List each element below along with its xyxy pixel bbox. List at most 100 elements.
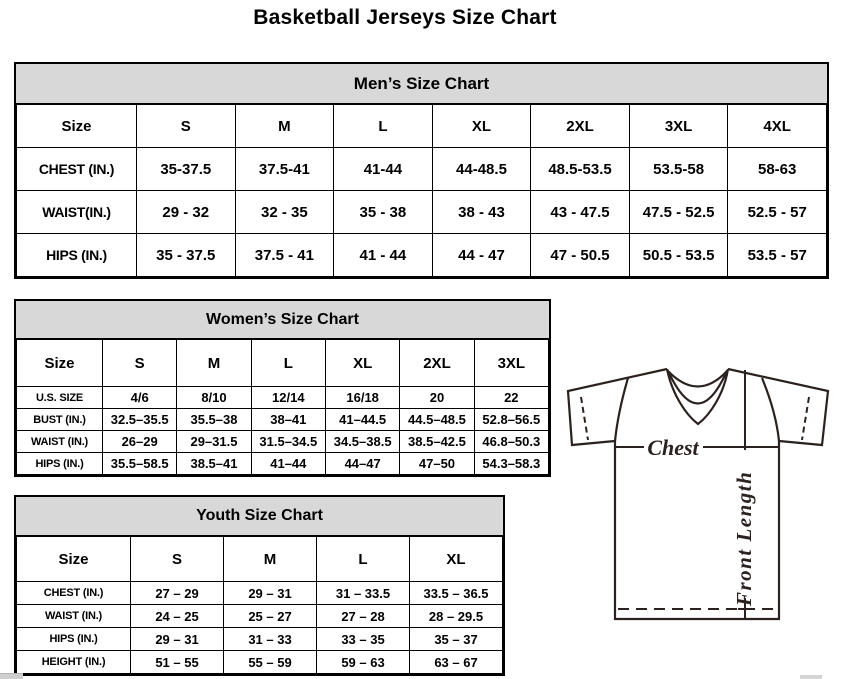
size-cell: 33.5 – 36.5 (409, 581, 503, 605)
size-cell: 51 – 55 (130, 650, 224, 674)
size-cell: 47.5 - 52.5 (628, 190, 729, 234)
size-cell: 27 – 29 (130, 581, 224, 605)
size-cell: 35 – 37 (409, 627, 503, 651)
size-cell: 44–47 (324, 452, 401, 475)
size-cell: 52.8–56.5 (473, 408, 550, 431)
size-cell: 27 – 28 (316, 604, 410, 628)
column-header: 3XL (628, 104, 729, 148)
size-cell: 31 – 33.5 (316, 581, 410, 605)
column-header: XL (409, 536, 503, 582)
size-cell: 35 - 38 (333, 190, 433, 234)
column-header: 2XL (399, 339, 475, 387)
size-cell: 35 - 37.5 (136, 233, 236, 277)
men-size-table: Size S M L XL 2XL 3XL 4XL CHEST (IN.) 35-37.5 37.5… (16, 104, 827, 277)
jersey-measurement-diagram: Chest Front Length (560, 360, 838, 628)
header-row: Size S M L XL (16, 536, 503, 582)
row-label: HIPS (IN.) (16, 627, 131, 651)
size-cell: 52.5 - 57 (727, 190, 827, 234)
mens-table-container: Size S M L XL 2XL 3XL 4XL CHEST (IN.) 35-37.5 37.5… (16, 104, 827, 277)
youth-table-container: Size S M L XL CHEST (IN.) 27 – 29 29 – 31 31 – 3… (16, 536, 503, 674)
column-header: 2XL (530, 104, 630, 148)
size-cell: 8/10 (176, 386, 252, 409)
youth-chart-title: Youth Size Chart (16, 497, 503, 536)
mens-chart-title: Men’s Size Chart (16, 64, 827, 104)
column-header: M (234, 104, 335, 148)
womens-size-chart: Women’s Size Chart Size S M L XL 2XL 3XL U.S. S… (14, 299, 551, 477)
size-cell: 32.5–35.5 (101, 408, 178, 431)
size-cell: 63 – 67 (409, 650, 503, 674)
column-header: XL (324, 339, 401, 387)
size-cell: 29 – 31 (223, 581, 317, 605)
table-row: WAIST(IN.) 29 - 32 32 - 35 35 - 38 38 - 43 43… (16, 190, 827, 234)
youth-size-chart: Youth Size Chart Size S M L XL CHEST (IN.) 27 … (14, 495, 505, 676)
size-cell: 32 - 35 (234, 190, 335, 234)
table-row: U.S. SIZE 4/6 8/10 12/14 16/18 20 22 (16, 386, 550, 409)
size-cell: 22 (473, 386, 550, 409)
row-label: HEIGHT (IN.) (16, 650, 131, 674)
page-bottom-artifact-right (800, 675, 822, 679)
column-header: Size (16, 339, 103, 387)
size-cell: 24 – 25 (130, 604, 224, 628)
size-cell: 53.5-58 (628, 147, 729, 191)
column-header: Size (16, 104, 137, 148)
table-row: HIPS (IN.) 35 - 37.5 37.5 - 41 41 - 44 44 - … (16, 233, 827, 277)
front-length-label: Front Length (732, 471, 756, 607)
column-header: Size (16, 536, 131, 582)
row-label: WAIST (IN.) (16, 604, 131, 628)
size-cell: 35.5–58.5 (101, 452, 178, 475)
column-header: 3XL (473, 339, 550, 387)
row-label: WAIST (IN.) (16, 430, 103, 453)
size-cell: 26–29 (101, 430, 178, 453)
column-header: S (130, 536, 224, 582)
column-header: 4XL (727, 104, 827, 148)
measurement-lines (615, 370, 779, 619)
size-cell: 48.5-53.5 (530, 147, 630, 191)
table-row: BUST (IN.) 32.5–35.5 35.5–38 38–41 41–44.5 44… (16, 408, 550, 431)
table-row: CHEST (IN.) 27 – 29 29 – 31 31 – 33.5 33.5 –… (16, 581, 503, 605)
size-cell: 34.5–38.5 (324, 430, 401, 453)
page-title: Basketball Jerseys Size Chart (253, 6, 557, 29)
size-cell: 38.5–42.5 (399, 430, 475, 453)
column-header: S (136, 104, 236, 148)
size-cell: 58-63 (727, 147, 827, 191)
size-cell: 43 - 47.5 (530, 190, 630, 234)
size-cell: 50.5 - 53.5 (628, 233, 729, 277)
table-row: CHEST (IN.) 35-37.5 37.5-41 41-44 44-48.5 48.… (16, 147, 827, 191)
size-cell: 54.3–58.3 (473, 452, 550, 475)
size-cell: 44 - 47 (431, 233, 532, 277)
size-cell: 38 - 43 (431, 190, 532, 234)
women-size-table: Size S M L XL 2XL 3XL U.S. SIZE 4/6 8/10 12/14 16/1… (16, 339, 550, 475)
size-cell: 33 – 35 (316, 627, 410, 651)
size-cell: 47 - 50.5 (530, 233, 630, 277)
size-cell: 41–44 (250, 452, 326, 475)
column-header: L (316, 536, 410, 582)
size-cell: 29–31.5 (176, 430, 252, 453)
row-label: BUST (IN.) (16, 408, 103, 431)
column-header: XL (431, 104, 532, 148)
size-cell: 44-48.5 (431, 147, 532, 191)
header-row: Size S M L XL 2XL 3XL 4XL (16, 104, 827, 148)
size-cell: 20 (399, 386, 475, 409)
row-label: WAIST(IN.) (16, 190, 137, 234)
table-row: HIPS (IN.) 35.5–58.5 38.5–41 41–44 44–47 47–5… (16, 452, 550, 475)
table-row: HIPS (IN.) 29 – 31 31 – 33 33 – 35 35 – 37 (16, 627, 503, 651)
column-header: L (250, 339, 326, 387)
size-cell: 37.5 - 41 (234, 233, 335, 277)
header-row: Size S M L XL 2XL 3XL (16, 339, 550, 387)
size-cell: 37.5-41 (234, 147, 335, 191)
size-cell: 35-37.5 (136, 147, 236, 191)
size-cell: 16/18 (324, 386, 401, 409)
chest-label: Chest (647, 435, 699, 460)
size-cell: 25 – 27 (223, 604, 317, 628)
size-cell: 47–50 (399, 452, 475, 475)
womens-chart-title: Women’s Size Chart (16, 301, 549, 339)
size-cell: 41–44.5 (324, 408, 401, 431)
womens-table-container: Size S M L XL 2XL 3XL U.S. SIZE 4/6 8/10 12/14 16/1… (16, 339, 550, 475)
column-header: M (176, 339, 252, 387)
row-label: HIPS (IN.) (16, 452, 103, 475)
size-cell: 29 – 31 (130, 627, 224, 651)
size-cell: 31.5–34.5 (250, 430, 326, 453)
table-row: WAIST (IN.) 26–29 29–31.5 31.5–34.5 34.5–38.… (16, 430, 550, 453)
column-header: L (333, 104, 433, 148)
